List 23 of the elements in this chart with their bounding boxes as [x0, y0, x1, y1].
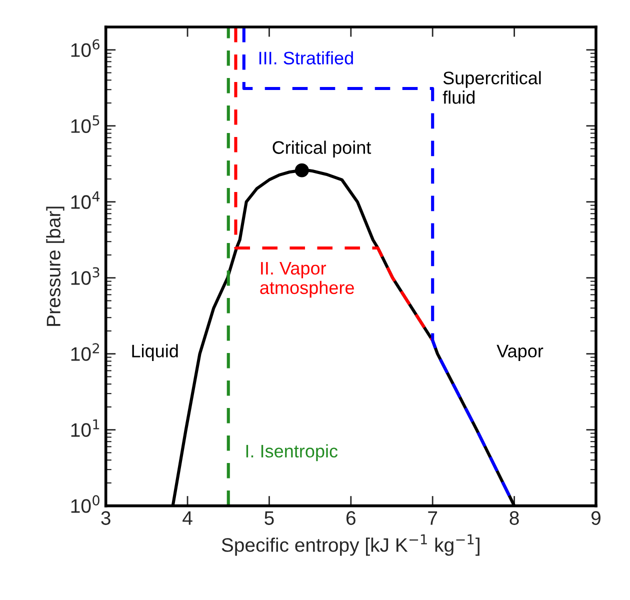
y-tick-label: 10$^{6}$ [71, 39, 100, 57]
x-tick-label: 9 [591, 511, 600, 525]
annotation: Vapor [496, 344, 544, 361]
x-tick-label: 4 [182, 511, 192, 525]
y-tick-label: 10$^{1}$ [71, 419, 100, 437]
series-label: I. Isentropic [246, 444, 338, 462]
y-axis-title: Pressure [bar] [46, 206, 64, 326]
x-tick-label: 3 [101, 511, 110, 525]
x-tick-label: 6 [346, 511, 356, 525]
x-tick-label: 7 [428, 511, 438, 525]
y-tick-label: 10$^{5}$ [71, 115, 100, 133]
series-label: III. Stratified [259, 51, 353, 64]
annotation: Critical point [272, 140, 372, 158]
annotation: Liquid [132, 344, 178, 361]
x-axis-title: Specific entropy [kJ K$^{−1}$ kg$^{−1}$] [222, 534, 480, 556]
y-tick-label: 10$^{4}$ [71, 191, 100, 209]
annotation: Supercritical fluid [442, 71, 541, 104]
x-tick-label: 5 [264, 511, 274, 525]
series-label: II. Vapor atmosphere [260, 262, 354, 298]
y-tick-label: 10$^{3}$ [71, 267, 100, 285]
y-tick-label: 10$^{2}$ [71, 343, 99, 361]
x-tick-label: 8 [510, 511, 519, 525]
y-tick-label: 10$^{0}$ [71, 495, 100, 513]
